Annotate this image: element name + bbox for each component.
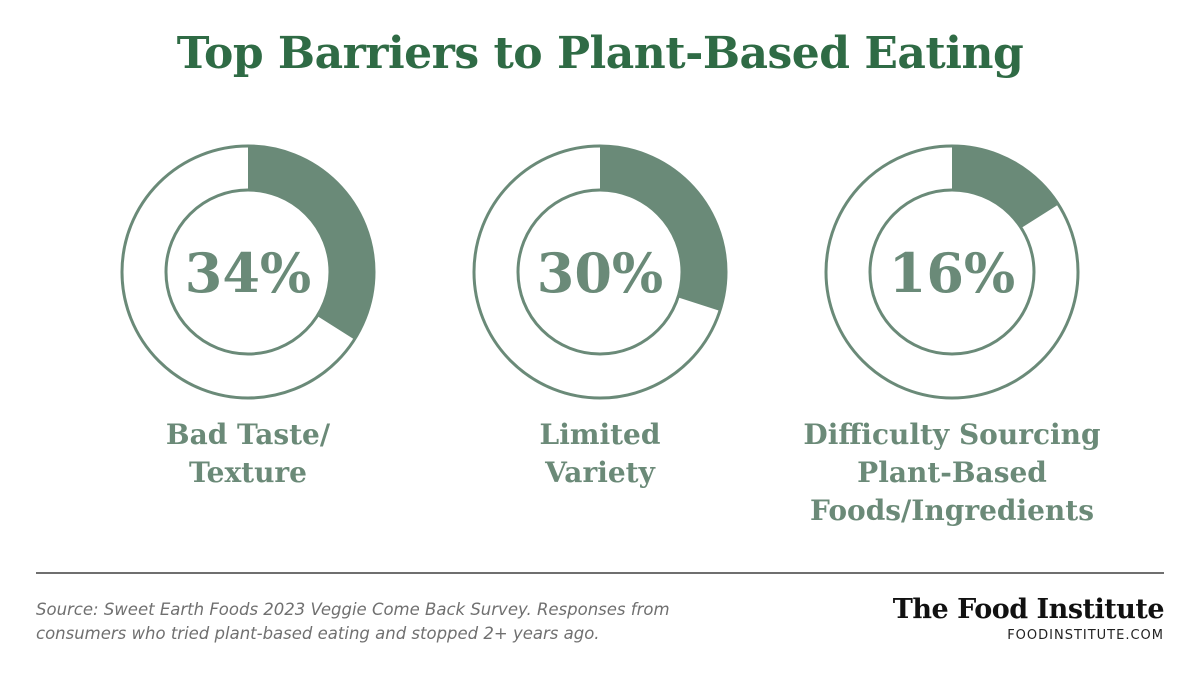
donut-3: 16% bbox=[824, 144, 1080, 400]
donut-charts: 34% 30% 16% bbox=[120, 144, 1080, 400]
donut-segment bbox=[600, 146, 727, 311]
category-label-line: Texture bbox=[189, 456, 307, 489]
value-label: 34% bbox=[185, 241, 311, 305]
category-label: Bad Taste/Texture bbox=[78, 416, 418, 492]
category-label-line: Foods/Ingredients bbox=[810, 494, 1094, 527]
brand-url: FOODINSTITUTE.COM bbox=[1007, 628, 1164, 643]
value-label: 16% bbox=[889, 241, 1015, 305]
category-label-line: Difficulty Sourcing bbox=[803, 418, 1101, 451]
category-label-line: Bad Taste/ bbox=[165, 418, 331, 451]
donut-segment bbox=[952, 146, 1059, 229]
donut-2: 30% bbox=[472, 144, 728, 400]
source-line: Source: Sweet Earth Foods 2023 Veggie Co… bbox=[36, 600, 670, 619]
chart-title: Top Barriers to Plant-Based Eating bbox=[176, 28, 1024, 79]
category-label-line: Variety bbox=[545, 456, 655, 489]
source-line: consumers who tried plant-based eating a… bbox=[36, 624, 600, 643]
brand-logo: The Food Institute FOODINSTITUTE.COM bbox=[892, 593, 1165, 645]
source-note: Source: Sweet Earth Foods 2023 Veggie Co… bbox=[36, 598, 796, 646]
donut-segment bbox=[248, 146, 375, 340]
category-label: Limited Variety bbox=[430, 416, 770, 492]
value-label: 30% bbox=[537, 241, 663, 305]
category-label-line: Limited bbox=[539, 418, 661, 451]
brand-name: The Food Institute bbox=[892, 594, 1165, 625]
divider bbox=[36, 572, 1164, 574]
category-label: Difficulty Sourcing Plant-Based Foods/Ingr… bbox=[782, 416, 1122, 530]
category-label-line: Plant-Based bbox=[857, 456, 1047, 489]
donut-1: 34% bbox=[120, 144, 376, 400]
